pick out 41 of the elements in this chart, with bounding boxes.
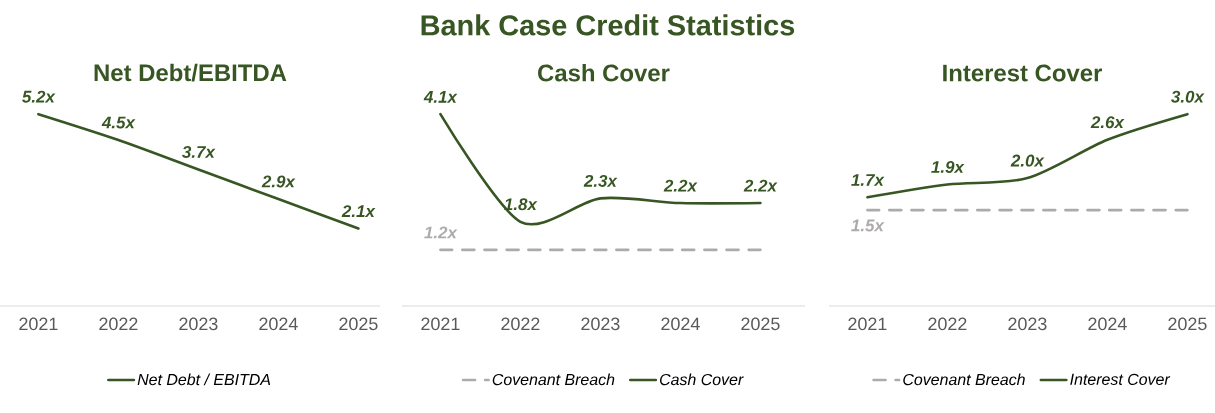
legend-label: Cash Cover: [659, 373, 744, 386]
x-tick-label: 2022: [928, 317, 967, 331]
data-label: 1.2x: [424, 226, 458, 239]
data-label: 2.3x: [583, 174, 618, 187]
legend-label: Net Debt / EBITDA: [137, 373, 271, 386]
x-tick-label: 2021: [848, 317, 887, 331]
x-tick-label: 2022: [99, 317, 138, 331]
data-label: 2.1x: [341, 205, 376, 218]
x-tick-label: 2025: [741, 317, 780, 331]
legend-label: Covenant Breach: [903, 373, 1025, 386]
data-label: 4.1x: [423, 91, 458, 103]
chart-title: Bank Case Credit Statistics: [421, 14, 795, 36]
data-label: 1.8x: [504, 198, 538, 211]
data-label: 1.5x: [851, 219, 885, 232]
x-tick-label: 2023: [1008, 317, 1047, 331]
x-tick-label: 2024: [1088, 317, 1127, 331]
data-label: 2.9x: [261, 175, 296, 188]
data-label: 2.6x: [1090, 116, 1125, 129]
data-label: 3.7x: [182, 146, 216, 158]
data-label: 1.9x: [931, 161, 965, 173]
data-label: 2.0x: [1010, 154, 1045, 167]
legend-label: Covenant Breach: [492, 373, 615, 386]
data-label: 3.0x: [1171, 90, 1205, 103]
x-tick-label: 2023: [581, 317, 620, 331]
x-tick-label: 2022: [501, 317, 540, 331]
x-tick-label: 2025: [339, 317, 378, 331]
data-label: 5.2x: [22, 90, 56, 103]
chart-title: Net Debt/EBITDA: [94, 63, 287, 82]
chart-title: Interest Cover: [943, 64, 1102, 82]
x-tick-label: 2025: [1168, 317, 1207, 331]
x-tick-label: 2023: [179, 317, 218, 331]
x-tick-label: 2024: [661, 317, 700, 331]
x-tick-label: 2021: [421, 317, 460, 331]
chart-subtitle: Cash Cover: [538, 63, 670, 82]
data-label: 4.5x: [101, 116, 136, 129]
data-label: 2.2x: [743, 179, 778, 192]
x-tick-label: 2024: [259, 317, 298, 331]
legend-label: Interest Cover: [1070, 373, 1171, 385]
data-label: 2.2x: [663, 179, 698, 192]
data-label: 1.7x: [851, 174, 885, 186]
x-tick-label: 2021: [19, 317, 58, 331]
